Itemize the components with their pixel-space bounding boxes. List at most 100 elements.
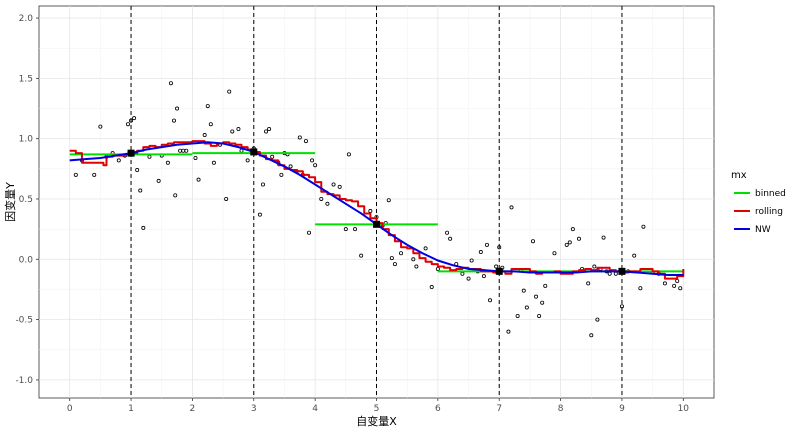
marker-square <box>373 220 380 228</box>
data-point <box>165 160 170 165</box>
data-point <box>343 227 348 232</box>
y-tick-label: -1.0 <box>15 376 33 386</box>
data-point <box>175 106 180 111</box>
x-tick-label: 8 <box>558 404 564 414</box>
data-point <box>552 251 557 256</box>
data-point <box>484 242 489 247</box>
data-point <box>445 230 450 235</box>
data-point <box>488 298 493 303</box>
x-tick-label: 0 <box>67 404 73 414</box>
data-point <box>116 158 121 163</box>
x-tick-label: 7 <box>496 404 502 414</box>
data-point <box>619 304 624 309</box>
y-tick-label: -0.5 <box>15 316 33 326</box>
data-point <box>141 225 146 230</box>
data-point <box>662 281 667 286</box>
data-point <box>138 188 143 193</box>
data-point <box>638 286 643 291</box>
x-tick-label: 1 <box>128 404 134 414</box>
data-point <box>325 201 330 206</box>
data-point <box>509 205 514 210</box>
data-point <box>530 239 535 244</box>
data-point <box>469 258 474 263</box>
data-point <box>279 172 284 177</box>
data-point <box>411 257 416 262</box>
data-point <box>589 333 594 338</box>
x-tick-label: 3 <box>251 404 257 414</box>
data-point <box>184 148 189 153</box>
data-point <box>429 285 434 290</box>
data-point <box>173 193 178 198</box>
data-point <box>196 177 201 182</box>
legend-label-nw: NW <box>755 225 771 235</box>
legend-label-binned: binned <box>755 189 786 199</box>
data-point <box>478 250 483 255</box>
marker-square <box>618 267 626 275</box>
data-point <box>202 133 207 138</box>
data-point <box>414 264 419 269</box>
data-point <box>171 118 176 123</box>
x-tick-label: 6 <box>435 404 441 414</box>
x-tick-label: 9 <box>619 404 625 414</box>
y-tick-label: 2.0 <box>19 14 34 24</box>
series-rolling-line <box>69 140 685 280</box>
data-point <box>193 155 198 160</box>
data-point <box>524 305 529 310</box>
data-point <box>481 274 486 279</box>
data-point <box>497 245 502 250</box>
marker-square <box>495 267 503 275</box>
data-point <box>297 135 302 140</box>
data-point <box>672 283 677 288</box>
data-point <box>534 294 539 299</box>
data-point <box>678 286 683 291</box>
data-points <box>73 81 683 338</box>
data-point <box>135 168 140 173</box>
data-point <box>586 281 591 286</box>
data-point <box>466 276 471 281</box>
y-tick-label: 1.5 <box>19 74 33 84</box>
marker-square <box>127 149 135 157</box>
data-point <box>521 288 526 293</box>
data-point <box>132 116 137 121</box>
data-point <box>319 196 324 201</box>
data-point <box>310 158 315 163</box>
marker-square <box>250 148 258 156</box>
data-point <box>506 329 511 334</box>
data-point <box>595 317 600 322</box>
data-point <box>386 198 391 203</box>
data-point <box>313 163 318 168</box>
y-axis-title: 因变量Y <box>3 182 17 222</box>
data-point <box>564 242 569 247</box>
data-point <box>230 129 235 134</box>
legend-title: mx <box>731 170 747 181</box>
data-point <box>92 172 97 177</box>
data-point <box>205 104 210 109</box>
data-point <box>331 182 336 187</box>
x-axis-ticks: 0 1 2 3 4 5 6 7 8 9 10 <box>67 398 689 414</box>
data-point <box>337 184 342 189</box>
data-point <box>303 139 308 144</box>
data-point <box>353 227 358 232</box>
data-point <box>601 235 606 240</box>
data-point <box>245 158 250 163</box>
legend: mx binned rolling NW <box>731 170 786 235</box>
data-point <box>641 224 646 229</box>
data-point <box>125 122 130 127</box>
data-point <box>632 253 637 258</box>
data-point <box>236 127 241 132</box>
legend-label-rolling: rolling <box>755 207 783 217</box>
y-axis-ticks: -1.0 -0.5 0.0 0.5 1.0 1.5 2.0 <box>15 14 39 386</box>
x-tick-label: 5 <box>374 404 380 414</box>
data-point <box>260 182 265 187</box>
data-point <box>399 251 404 256</box>
data-point <box>73 172 78 177</box>
vertical-reference-lines <box>130 6 623 398</box>
data-point <box>423 246 428 251</box>
data-point <box>570 227 575 232</box>
grid-lines <box>39 6 714 398</box>
data-point <box>227 89 232 94</box>
data-point <box>540 300 545 305</box>
y-tick-label: 1.0 <box>19 135 34 145</box>
data-point <box>98 124 103 129</box>
